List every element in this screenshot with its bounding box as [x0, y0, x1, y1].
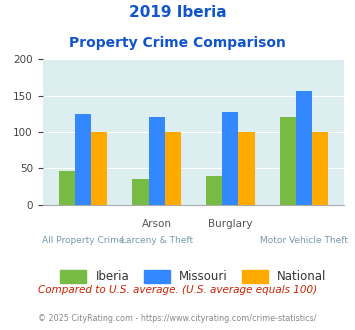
Text: Property Crime Comparison: Property Crime Comparison — [69, 36, 286, 50]
Bar — [296, 91, 312, 205]
Text: Burglary: Burglary — [208, 219, 252, 229]
Text: Larceny & Theft: Larceny & Theft — [121, 236, 193, 245]
Legend: Iberia, Missouri, National: Iberia, Missouri, National — [55, 266, 332, 288]
Bar — [312, 132, 328, 205]
Text: 2019 Iberia: 2019 Iberia — [129, 5, 226, 20]
Bar — [91, 132, 107, 205]
Text: Arson: Arson — [142, 219, 172, 229]
Bar — [238, 132, 255, 205]
Bar — [149, 117, 165, 205]
Bar — [165, 132, 181, 205]
Bar — [280, 117, 296, 205]
Text: Motor Vehicle Theft: Motor Vehicle Theft — [260, 236, 348, 245]
Text: Compared to U.S. average. (U.S. average equals 100): Compared to U.S. average. (U.S. average … — [38, 285, 317, 295]
Bar — [75, 114, 91, 205]
Bar — [222, 113, 238, 205]
Bar — [59, 171, 75, 205]
Bar — [206, 176, 222, 205]
Text: All Property Crime: All Property Crime — [42, 236, 124, 245]
Bar — [132, 179, 149, 205]
Text: © 2025 CityRating.com - https://www.cityrating.com/crime-statistics/: © 2025 CityRating.com - https://www.city… — [38, 314, 317, 323]
